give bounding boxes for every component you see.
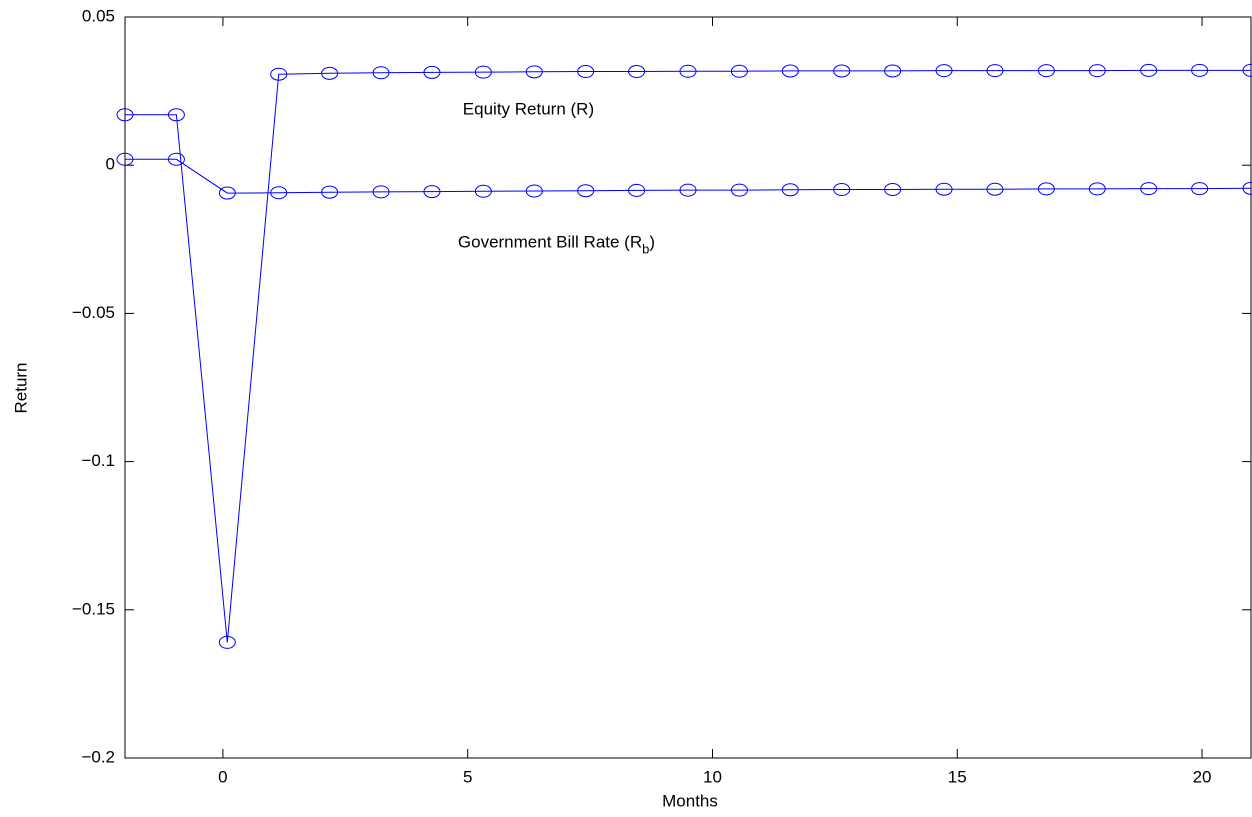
marker [1191,63,1209,77]
marker [1191,182,1209,196]
marker [474,184,492,198]
marker [474,65,492,79]
y-tick-label: −0.15 [72,599,115,618]
y-tick-label: −0.05 [72,303,115,322]
annotation-part: ) [649,233,655,252]
marker [1140,182,1158,196]
marker [218,635,236,649]
marker [1088,64,1106,78]
marker [116,152,134,166]
marker [935,182,953,196]
marker [372,185,390,199]
marker [116,108,134,122]
marker [167,108,185,122]
marker [525,65,543,79]
marker [781,64,799,78]
marker [167,152,185,166]
marker [218,186,236,200]
annotation: Equity Return (R) [463,100,594,119]
marker [1140,63,1158,77]
annotation-part: Government Bill Rate (R [458,233,642,252]
x-axis-label: Months [662,791,718,810]
y-axis-label: Return [11,362,30,413]
marker [1037,64,1055,78]
marker [1037,182,1055,196]
marker [628,65,646,79]
x-tick-label: 5 [463,767,472,786]
annotation-part: b [642,242,649,257]
marker [577,65,595,79]
annotation: Government Bill Rate (Rb) [458,233,655,257]
marker [577,184,595,198]
marker [1242,181,1252,195]
marker [270,67,288,81]
y-tick-label: −0.1 [81,451,115,470]
marker [321,185,339,199]
marker [1242,63,1252,77]
marker [525,184,543,198]
marker [935,64,953,78]
marker [321,66,339,80]
marker [833,183,851,197]
marker [270,186,288,200]
marker [679,64,697,78]
marker [423,65,441,79]
marker [628,183,646,197]
marker [884,183,902,197]
x-tick-label: 15 [948,767,967,786]
y-tick-label: −0.2 [81,747,115,766]
series-line [125,69,1251,643]
series-line [125,158,1252,194]
axes-box [124,16,1252,759]
marker [730,183,748,197]
marker [781,183,799,197]
marker [679,183,697,197]
x-tick-label: 0 [218,767,227,786]
marker [372,66,390,80]
x-tick-label: 20 [1193,767,1212,786]
marker [730,64,748,78]
y-tick-label: 0.05 [82,6,115,25]
marker [884,64,902,78]
marker [423,185,441,199]
marker [986,64,1004,78]
marker [833,64,851,78]
marker [986,182,1004,196]
annotation-part: Equity Return (R) [463,100,594,119]
x-tick-label: 10 [703,767,722,786]
marker [1088,182,1106,196]
y-tick-label: 0 [106,155,115,174]
